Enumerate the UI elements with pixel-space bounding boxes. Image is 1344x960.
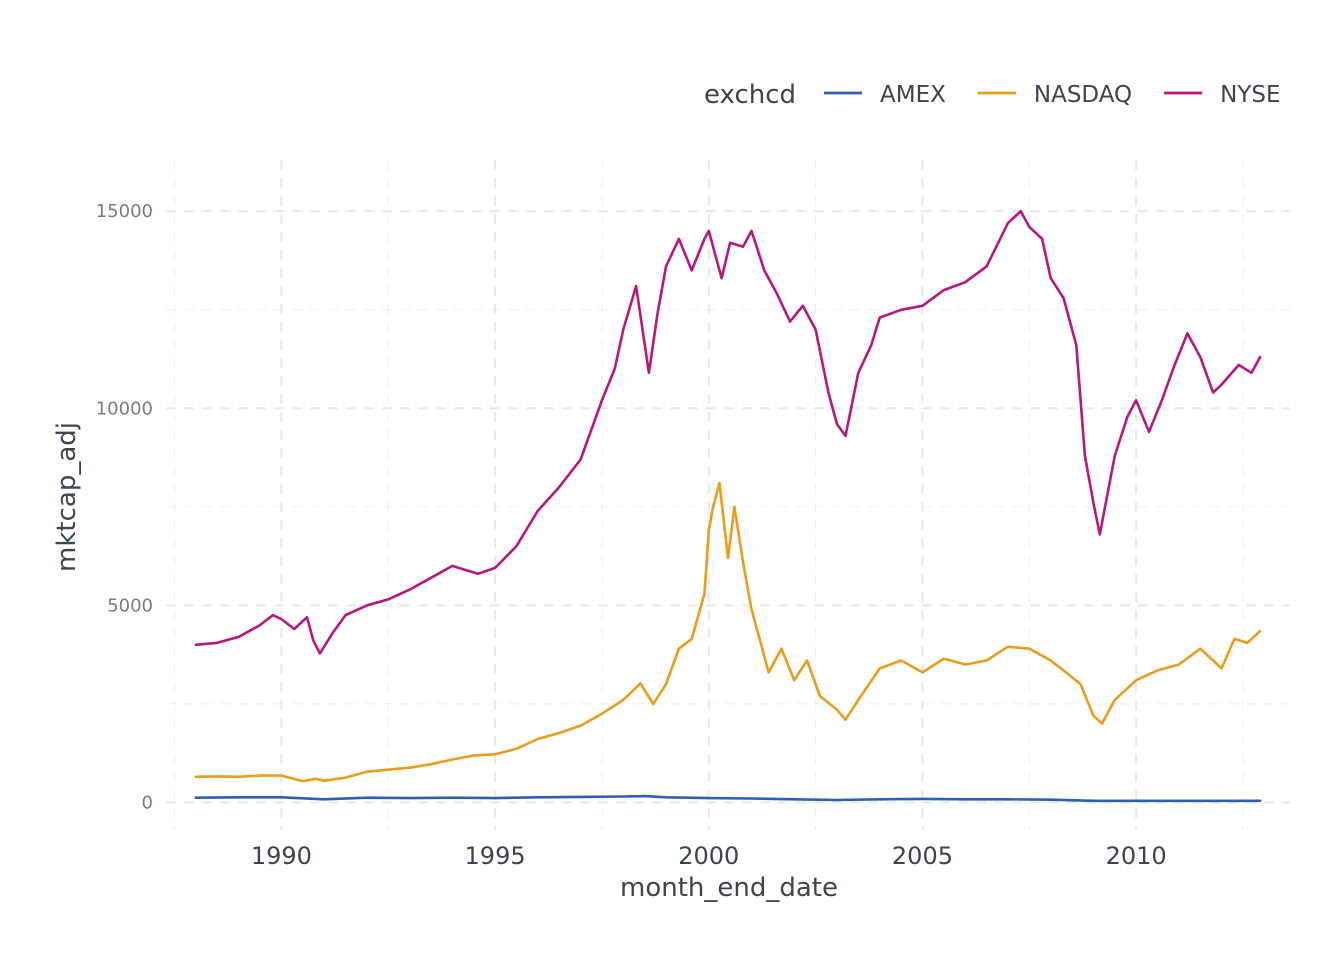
x-tick-label: 2005 xyxy=(892,842,953,870)
x-tick-label: 1995 xyxy=(465,842,526,870)
legend-label: NYSE xyxy=(1220,82,1280,108)
legend-label: NASDAQ xyxy=(1034,82,1132,108)
x-axis-tick-labels: 1990 1995 2000 2005 2010 xyxy=(251,842,1167,870)
y-tick-label: 0 xyxy=(142,792,153,813)
x-tick-label: 1990 xyxy=(251,842,312,870)
legend-items: AMEX NASDAQ NYSE xyxy=(824,82,1281,108)
minor-gridlines xyxy=(166,160,1290,830)
series-line-nasdaq xyxy=(194,481,1262,783)
series-line-nyse xyxy=(194,209,1262,655)
y-axis-title: mktcap_adj xyxy=(52,422,82,572)
x-tick-label: 2010 xyxy=(1106,842,1167,870)
legend: exchcd AMEX NASDAQ NYSE xyxy=(704,80,1281,110)
legend-item-amex: AMEX xyxy=(824,82,946,108)
series-lines xyxy=(194,209,1262,803)
legend-item-nyse: NYSE xyxy=(1164,82,1281,108)
y-axis-tick-labels: 0 5000 10000 15000 xyxy=(96,201,153,813)
legend-title: exchcd xyxy=(704,80,796,110)
legend-label: AMEX xyxy=(880,82,946,108)
legend-item-nasdaq: NASDAQ xyxy=(977,82,1132,108)
x-tick-label: 2000 xyxy=(678,842,739,870)
major-gridlines xyxy=(166,160,1290,830)
y-tick-label: 10000 xyxy=(96,398,153,419)
x-axis-title: month_end_date xyxy=(620,873,838,903)
series-line-amex xyxy=(194,794,1262,803)
y-tick-label: 15000 xyxy=(96,201,153,222)
y-tick-label: 5000 xyxy=(107,595,153,616)
